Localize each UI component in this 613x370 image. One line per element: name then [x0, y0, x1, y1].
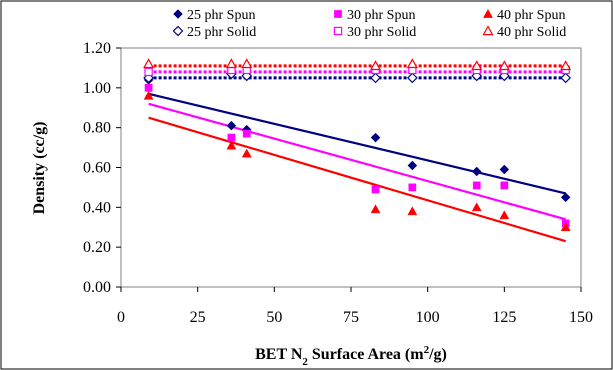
- data-point-25-phr-spun: [226, 120, 237, 131]
- data-point-30-phr-spun: [500, 181, 509, 190]
- y-tick-label: 0.20: [83, 239, 111, 256]
- y-tick-label: 1.00: [83, 80, 111, 97]
- data-point-40-phr-solid: [498, 60, 510, 71]
- data-point-30-phr-solid: [144, 67, 153, 77]
- data-point-40-phr-spun: [471, 202, 482, 212]
- y-axis-title: Density (cc/g): [31, 122, 48, 215]
- legend-marker: [334, 10, 342, 18]
- legend-label: 25 phr Spun: [187, 8, 255, 23]
- legend-marker: [173, 9, 183, 19]
- legend-marker: [483, 8, 493, 18]
- legend: 25 phr Spun 30 phr Spun 40 phr Spun 25 phr …: [172, 8, 566, 40]
- data-point-25-phr-solid: [406, 72, 418, 84]
- legend-label: 30 phr Spun: [347, 8, 415, 23]
- data-point-25-phr-spun: [407, 160, 418, 171]
- data-point-40-phr-solid: [406, 58, 418, 69]
- trend-line-30-phr-spun: [148, 102, 566, 221]
- data-point-30-phr-spun: [227, 133, 236, 142]
- x-tick-label: 75: [343, 309, 359, 326]
- legend-marker: [482, 25, 494, 36]
- data-point-40-phr-solid: [143, 58, 155, 69]
- trend-line-25-phr-spun: [148, 92, 566, 195]
- y-tick-label: 0.40: [83, 199, 111, 216]
- trend-lines: [148, 64, 566, 243]
- x-tick-label: 25: [190, 309, 206, 326]
- data-point-40-phr-solid: [370, 60, 382, 71]
- x-tick-label: 50: [266, 309, 282, 326]
- data-point-40-phr-solid: [225, 58, 237, 69]
- x-tick-label: 100: [416, 309, 440, 326]
- y-tick-label: 0.00: [83, 279, 111, 296]
- data-point-40-phr-spun: [560, 222, 571, 232]
- data-point-30-phr-spun: [371, 185, 380, 194]
- data-point-25-phr-spun: [471, 166, 482, 177]
- x-tick-label: 125: [492, 309, 516, 326]
- data-point-40-phr-solid: [241, 58, 253, 69]
- legend-label: 40 phr Spun: [497, 8, 565, 23]
- data-point-40-phr-spun: [226, 140, 237, 150]
- data-point-40-phr-spun: [143, 90, 154, 100]
- data-point-40-phr-spun: [499, 210, 510, 220]
- legend-label: 25 phr Solid: [187, 25, 256, 40]
- data-point-25-phr-solid: [560, 72, 572, 84]
- legend-marker: [172, 25, 184, 37]
- data-point-30-phr-spun: [144, 83, 153, 92]
- data-point-40-phr-spun: [241, 148, 252, 158]
- data-point-40-phr-solid: [560, 60, 572, 71]
- y-tick-label: 1.20: [83, 40, 111, 57]
- trend-line-40-phr-spun: [148, 116, 566, 243]
- y-tick-label: 0.60: [83, 160, 111, 177]
- data-point-25-phr-solid: [370, 72, 381, 84]
- x-tick-label: 150: [569, 309, 593, 326]
- plot-area: [120, 47, 582, 288]
- data-point-25-phr-spun: [370, 132, 381, 143]
- data-point-40-phr-solid: [471, 60, 483, 71]
- legend-label: 40 phr Solid: [497, 25, 566, 40]
- data-points: [143, 58, 572, 232]
- legend-label: 30 phr Solid: [347, 25, 416, 40]
- data-point-25-phr-spun: [560, 192, 571, 203]
- x-tick-label: 0: [117, 309, 125, 326]
- data-point-40-phr-spun: [370, 204, 381, 214]
- y-tick-label: 0.80: [83, 120, 111, 137]
- x-axis-title: BET N2 Surface Area (m2/g): [255, 344, 447, 368]
- data-point-25-phr-spun: [499, 164, 510, 175]
- data-point-30-phr-spun: [408, 183, 417, 192]
- data-point-40-phr-spun: [407, 206, 418, 216]
- data-point-30-phr-spun: [472, 181, 481, 190]
- axes: 0.00 0.20 0.40 0.60 0.80 1.00 1.20 0 25 50 75 100 12…: [83, 40, 593, 326]
- legend-marker: [333, 26, 343, 36]
- data-point-30-phr-spun: [242, 129, 251, 138]
